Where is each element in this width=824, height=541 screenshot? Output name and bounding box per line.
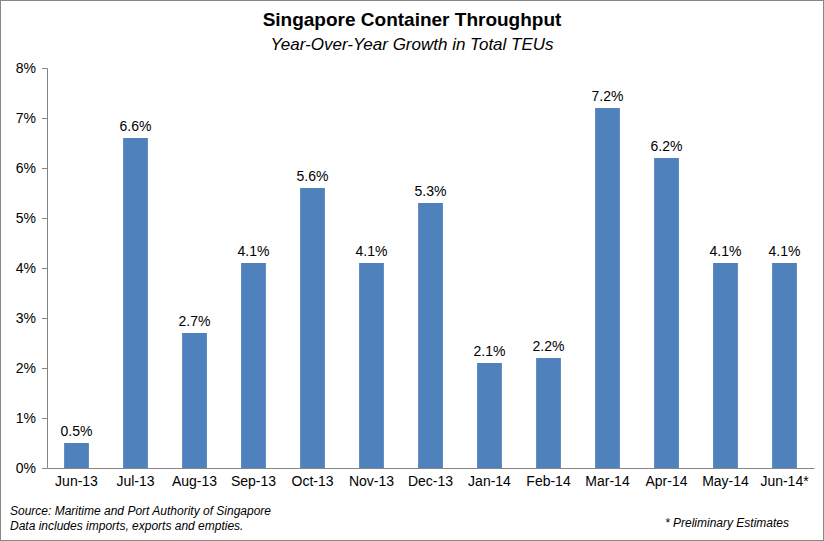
y-tick-mark (42, 318, 47, 319)
bar (123, 138, 148, 468)
x-tick: Feb-14 (526, 468, 571, 489)
source-note: Data includes imports, exports and empti… (10, 519, 243, 533)
source-note: Source: Maritime and Port Authority of S… (10, 504, 271, 518)
y-tick-label: 6% (16, 160, 36, 176)
x-tick: Sep-13 (231, 468, 276, 489)
y-tick-label: 7% (16, 110, 36, 126)
x-tick-label: Feb-14 (526, 473, 571, 489)
x-tick: Oct-13 (291, 468, 333, 489)
y-tick-mark (42, 368, 47, 369)
y-tick: 5% (16, 210, 47, 226)
x-tick-label: May-14 (702, 473, 749, 489)
bar (241, 263, 266, 468)
data-label: 7.2% (592, 88, 624, 104)
footnote: * Preliminary Estimates (665, 516, 789, 530)
y-tick-label: 4% (16, 260, 36, 276)
y-tick-label: 0% (16, 460, 36, 476)
x-tick: Dec-13 (408, 468, 453, 489)
x-tick-label: Aug-13 (172, 473, 217, 489)
x-tick-label: Sep-13 (231, 473, 276, 489)
bar (595, 108, 620, 468)
y-tick: 6% (16, 160, 47, 176)
x-tick: Jun-13 (55, 468, 98, 489)
x-axis-line (48, 468, 815, 469)
y-tick-mark (42, 268, 47, 269)
y-tick: 7% (16, 110, 47, 126)
subtitle: Year-Over-Year Growth in Total TEUs (270, 35, 554, 54)
x-tick-label: Jun-14* (760, 473, 809, 489)
data-label: 5.3% (415, 183, 447, 199)
bar (359, 263, 384, 468)
data-label: 4.1% (356, 243, 388, 259)
y-tick-mark (42, 468, 47, 469)
y-tick: 0% (16, 460, 47, 476)
data-labels: 0.5% 6.6% 2.7% 4.1% 5.6% 4.1% 5.3% 2.1% 2.2% 7.2%… (61, 88, 801, 439)
x-tick: Jul-13 (116, 468, 154, 489)
bar (64, 443, 89, 468)
y-tick-label: 5% (16, 210, 36, 226)
x-tick-label: Nov-13 (349, 473, 394, 489)
bar (300, 188, 325, 468)
bars (64, 108, 797, 468)
x-tick-label: Dec-13 (408, 473, 453, 489)
y-tick: 2% (16, 360, 47, 376)
title: Singapore Container Throughput (263, 9, 562, 30)
x-tick-label: Jan-14 (468, 473, 511, 489)
y-tick-label: 1% (16, 410, 36, 426)
x-tick: Jun-14* (760, 468, 809, 489)
x-tick-label: Jul-13 (116, 473, 154, 489)
y-tick-mark (42, 118, 47, 119)
y-tick-label: 8% (16, 60, 36, 76)
x-tick: Nov-13 (349, 468, 394, 489)
x-axis: Jun-13 Jul-13 Aug-13 Sep-13 Oct-13 Nov-13 Dec-… (48, 468, 815, 489)
bar (713, 263, 738, 468)
x-tick: Mar-14 (585, 468, 630, 489)
bar (536, 358, 561, 468)
bar (477, 363, 502, 468)
y-axis: 0% 1% 2% 3% 4% 5% 6% 7% 8% (16, 60, 48, 476)
data-label: 2.7% (179, 313, 211, 329)
y-tick: 8% (16, 60, 47, 76)
y-tick: 1% (16, 410, 47, 426)
chart: Singapore Container Throughput Year-Over-… (0, 0, 824, 541)
x-tick-label: Oct-13 (291, 473, 333, 489)
bar (772, 263, 797, 468)
bar (418, 203, 443, 468)
y-tick: 4% (16, 260, 47, 276)
bar (182, 333, 207, 468)
y-tick-label: 2% (16, 360, 36, 376)
data-label: 5.6% (297, 168, 329, 184)
y-tick-mark (42, 218, 47, 219)
chart-frame (1, 1, 824, 541)
data-label: 6.2% (651, 138, 683, 154)
data-label: 0.5% (61, 423, 93, 439)
y-tick-mark (42, 168, 47, 169)
y-tick-mark (42, 418, 47, 419)
x-tick-label: Apr-14 (645, 473, 687, 489)
data-label: 6.6% (120, 118, 152, 134)
x-tick: Apr-14 (645, 468, 687, 489)
x-tick: Jan-14 (468, 468, 511, 489)
y-tick-label: 3% (16, 310, 36, 326)
y-axis-line (42, 69, 48, 469)
data-label: 4.1% (238, 243, 270, 259)
data-label: 2.1% (474, 343, 506, 359)
data-label: 4.1% (769, 243, 801, 259)
annotations: Source: Maritime and Port Authority of S… (10, 504, 789, 533)
x-tick-label: Jun-13 (55, 473, 98, 489)
x-tick: Aug-13 (172, 468, 217, 489)
y-tick-mark (42, 68, 47, 69)
data-label: 4.1% (710, 243, 742, 259)
data-label: 2.2% (533, 338, 565, 354)
y-tick: 3% (16, 310, 47, 326)
plot: 0% 1% 2% 3% 4% 5% 6% 7% 8% Jun-13 Jul-13 Aug-13 Sep-… (16, 60, 815, 489)
x-tick: May-14 (702, 468, 749, 489)
bar (654, 158, 679, 468)
x-tick-label: Mar-14 (585, 473, 630, 489)
